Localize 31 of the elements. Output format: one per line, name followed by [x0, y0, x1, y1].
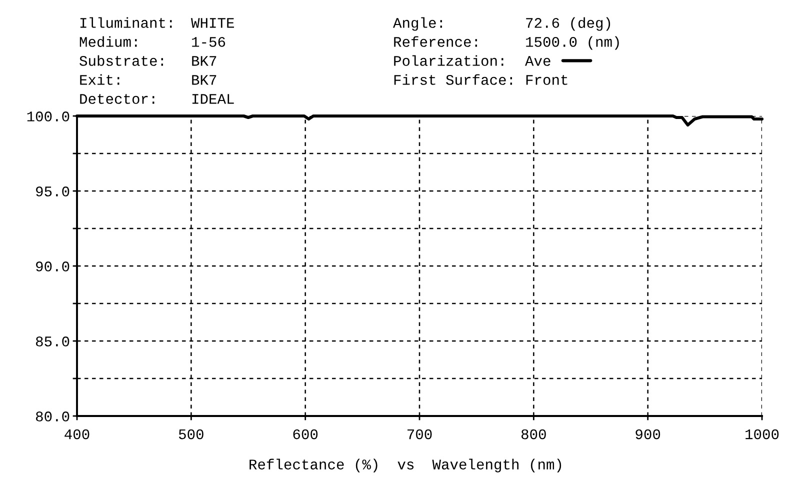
text: BK7 — [192, 56, 216, 66]
x-tick-label: 900 — [636, 429, 660, 440]
text: BK7 — [192, 75, 216, 85]
text: IDEAL — [192, 94, 234, 104]
x-tick-label: 600 — [293, 429, 318, 440]
y-tick-label: 95.0 — [36, 186, 70, 196]
x-tick-label: 800 — [521, 429, 546, 440]
text: 72.6 (deg) — [526, 17, 610, 31]
x-tick-label: 700 — [407, 429, 432, 440]
text: Front — [526, 75, 568, 85]
text: Exit: — [80, 74, 120, 85]
text: Illuminant: — [80, 17, 172, 28]
text: Substrate: — [80, 55, 163, 66]
text: First Surface: — [394, 74, 512, 85]
text: Reference: — [394, 36, 477, 47]
x-tick-label: 1000 — [746, 429, 779, 440]
legend-label: Ave — [525, 56, 550, 66]
x-tick-label: 500 — [178, 429, 204, 440]
text: Detector: — [80, 94, 154, 104]
text: Angle: — [393, 17, 442, 31]
text: 1-56 — [192, 37, 226, 47]
x-axis-title: Reflectance (%) vs Wavelength (nm) — [250, 458, 562, 472]
y-tick-label: 85.0 — [36, 336, 70, 346]
y-tick-label: 90.0 — [36, 262, 70, 272]
y-tick-label: 100.0 — [27, 112, 70, 122]
x-tick-label: 400 — [64, 429, 90, 440]
y-tick-label: 80.0 — [36, 412, 70, 422]
text: Medium: — [80, 36, 137, 47]
text: WHITE — [191, 18, 234, 28]
legend-title: Polarization: — [394, 55, 504, 66]
text: 1500.0 (nm) — [526, 36, 619, 50]
